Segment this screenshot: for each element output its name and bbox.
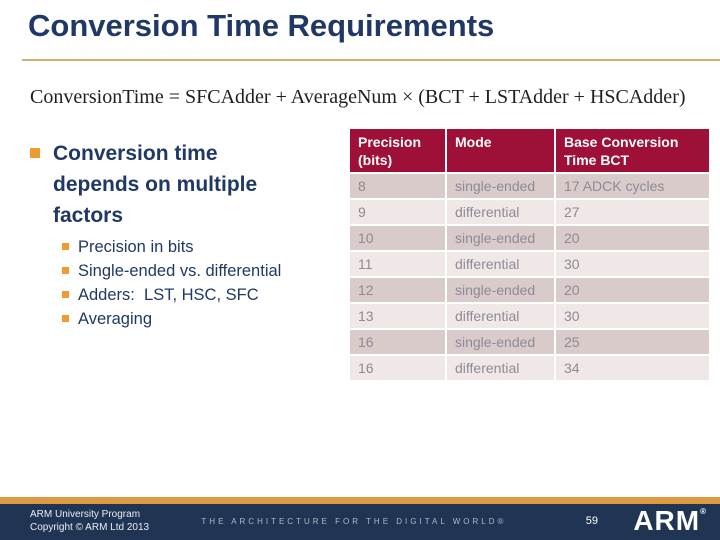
table-cell: 16 [350, 356, 445, 380]
sub-bullet-item: Adders: LST, HSC, SFC [62, 283, 330, 307]
table-cell: 10 [350, 226, 445, 250]
table-cell: 12 [350, 278, 445, 302]
table-cell: 13 [350, 304, 445, 328]
sub-bullet-list: Precision in bits Single-ended vs. differ… [30, 235, 330, 331]
page-title: Conversion Time Requirements [28, 8, 495, 43]
table-cell: 30 [556, 304, 709, 328]
table-row: 13 differential 30 [350, 304, 709, 328]
table-row: 9 differential 27 [350, 200, 709, 224]
footer-accent-bar [0, 497, 720, 504]
sub-bullet-label: Adders: LST, HSC, SFC [78, 286, 259, 304]
sub-bullet-item: Precision in bits [62, 235, 330, 259]
table-cell: single-ended [447, 330, 554, 354]
table-cell: differential [447, 200, 554, 224]
header-bct: Base Conversion Time BCT [556, 129, 709, 172]
table-row: 16 differential 34 [350, 356, 709, 380]
arm-logo-text: ARM [633, 505, 701, 536]
bullet-square-icon [62, 291, 69, 298]
bullet-square-icon [30, 148, 40, 158]
title-divider [22, 59, 720, 61]
sub-bullet-label: Averaging [78, 310, 153, 328]
arm-logo: ARM® [633, 505, 706, 537]
sub-bullet-label: Single-ended vs. differential [78, 262, 282, 280]
sub-bullet-item: Single-ended vs. differential [62, 259, 330, 283]
bullet-square-icon [62, 267, 69, 274]
table-cell: differential [447, 304, 554, 328]
arm-logo-registered-mark: ® [700, 507, 706, 516]
table-cell: single-ended [447, 174, 554, 198]
table-cell: 8 [350, 174, 445, 198]
header-mode: Mode [447, 129, 554, 172]
bullet-square-icon [62, 315, 69, 322]
table-cell: 17 ADCK cycles [556, 174, 709, 198]
table-row: 8 single-ended 17 ADCK cycles [350, 174, 709, 198]
table-cell: 16 [350, 330, 445, 354]
table-cell: 20 [556, 226, 709, 250]
main-bullet-item: Conversion time depends on multiple fact… [30, 138, 330, 231]
table-cell: single-ended [447, 278, 554, 302]
footer-copyright-line: Copyright © ARM Ltd 2013 [30, 522, 150, 533]
table-cell: 30 [556, 252, 709, 276]
header-precision: Precision (bits) [350, 129, 445, 172]
footer-program-line: ARM University Program [30, 509, 141, 520]
bullet-square-icon [62, 243, 69, 250]
sub-bullet-label: Precision in bits [78, 238, 194, 256]
footer-tagline: THE ARCHITECTURE FOR THE DIGITAL WORLD® [201, 517, 507, 526]
table-row: 16 single-ended 25 [350, 330, 709, 354]
table-cell: 25 [556, 330, 709, 354]
table-body: 8 single-ended 17 ADCK cycles 9 differential… [350, 174, 709, 380]
footer-credits: ARM University Program Copyright © ARM L… [30, 508, 149, 534]
conversion-time-table: Precision (bits) Mode Base Conversion Ti… [348, 127, 711, 382]
table-cell: 9 [350, 200, 445, 224]
table-cell: 11 [350, 252, 445, 276]
table-row: 10 single-ended 20 [350, 226, 709, 250]
table-cell: 34 [556, 356, 709, 380]
conversion-time-formula: ConversionTime = SFCAdder + AverageNum ×… [30, 86, 686, 108]
table-cell: single-ended [447, 226, 554, 250]
table-row: 11 differential 30 [350, 252, 709, 276]
footer-bar: ARM University Program Copyright © ARM L… [0, 504, 720, 540]
table-header-row: Precision (bits) Mode Base Conversion Ti… [350, 129, 709, 172]
table-cell: differential [447, 252, 554, 276]
table-cell: 27 [556, 200, 709, 224]
table-cell: 20 [556, 278, 709, 302]
main-bullet-label: Conversion time depends on multiple fact… [53, 142, 258, 227]
table-row: 12 single-ended 20 [350, 278, 709, 302]
bullet-list: Conversion time depends on multiple fact… [30, 138, 330, 331]
sub-bullet-item: Averaging [62, 307, 330, 331]
table-cell: differential [447, 356, 554, 380]
page-number: 59 [585, 515, 598, 527]
